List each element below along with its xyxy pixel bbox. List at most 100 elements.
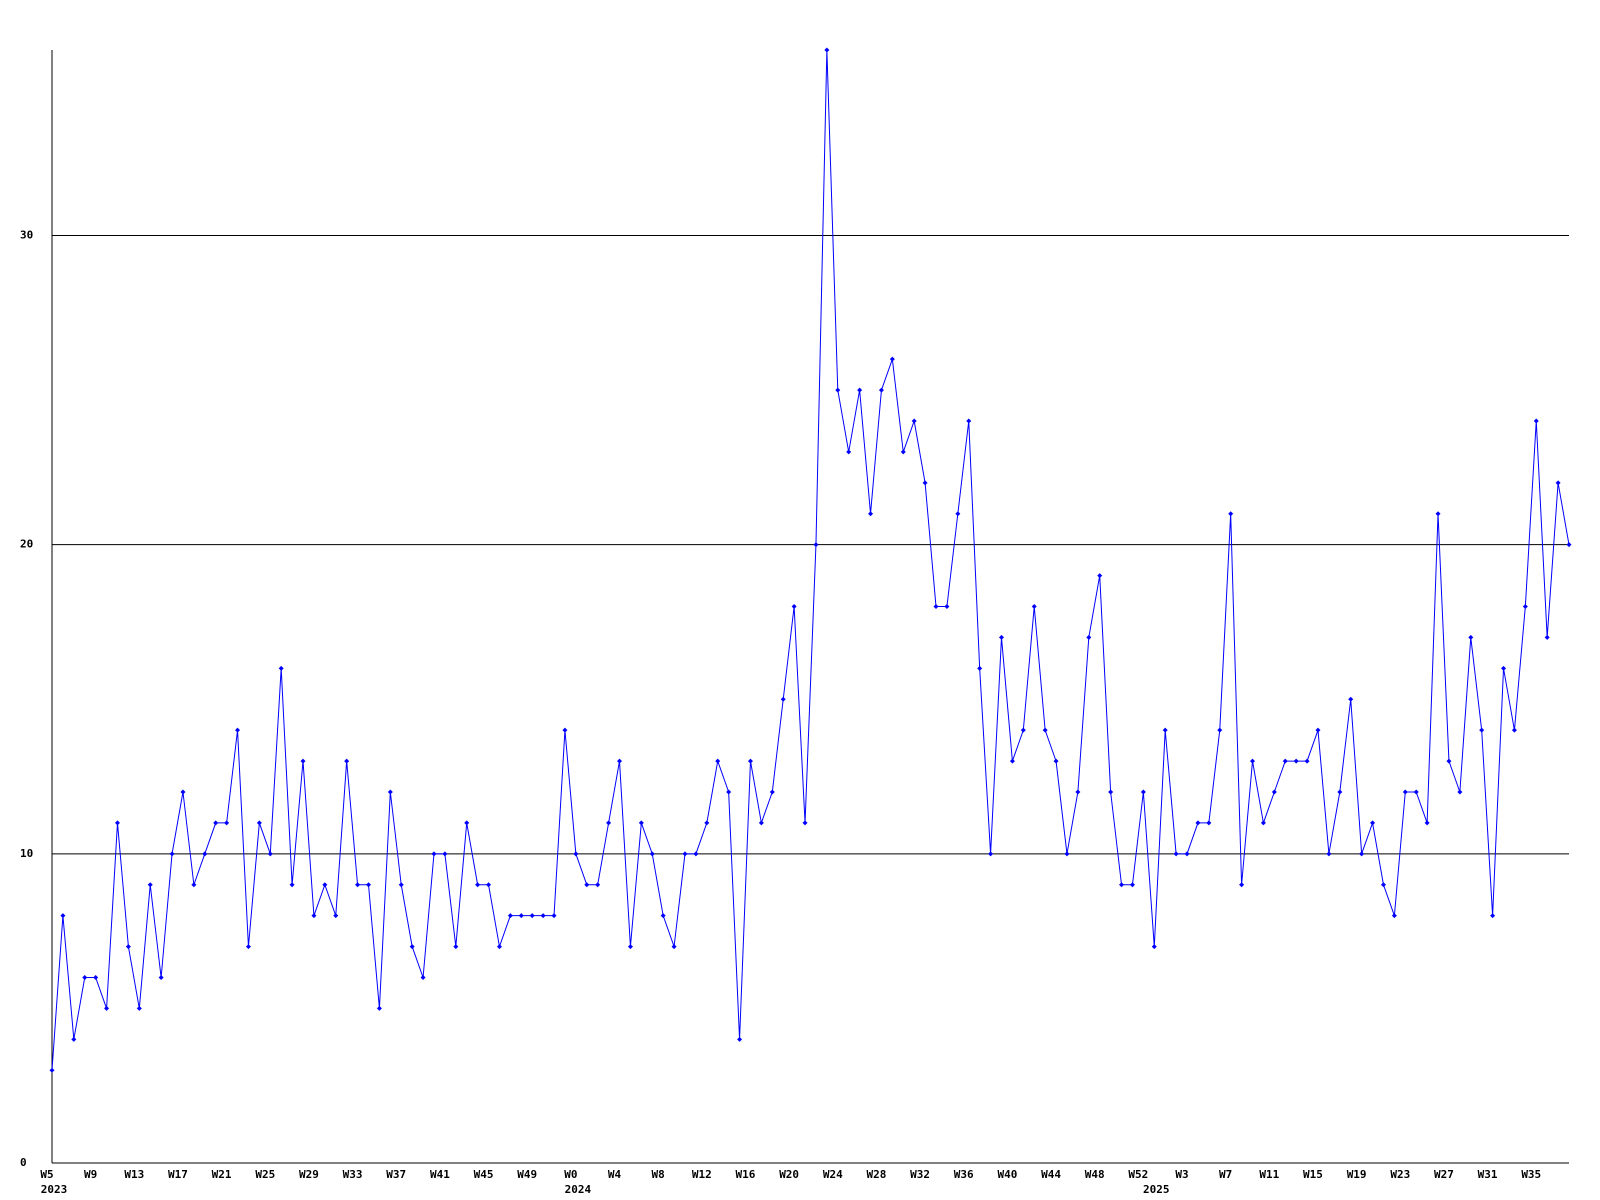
x-tick-label: W35 (1521, 1168, 1541, 1181)
x-tick-label: W19 (1347, 1168, 1367, 1181)
point-marker (125, 944, 131, 950)
point-marker (1391, 913, 1397, 919)
point-marker (365, 882, 371, 888)
x-tick-label: W3 (1175, 1168, 1188, 1181)
point-marker (136, 1005, 142, 1011)
y-tick-label: 20 (20, 538, 33, 551)
point-marker (464, 820, 470, 826)
point-marker (704, 820, 710, 826)
x-tick-label: W8 (652, 1168, 665, 1181)
point-marker (857, 387, 863, 393)
x-tick-label: W25 (255, 1168, 275, 1181)
point-marker (289, 882, 295, 888)
point-marker (1522, 604, 1528, 609)
point-marker (169, 851, 175, 857)
x-tick-label: W24 (823, 1168, 843, 1181)
x-tick-label: W44 (1041, 1168, 1061, 1181)
point-marker (71, 1036, 77, 1042)
point-marker (889, 356, 895, 362)
point-marker (824, 47, 830, 53)
point-marker (900, 449, 906, 455)
x-tick-label: W15 (1303, 1168, 1323, 1181)
point-marker (104, 1005, 110, 1011)
point-marker (1184, 851, 1190, 857)
point-marker (1446, 758, 1452, 764)
x-tick-label: W23 (1390, 1168, 1410, 1181)
point-marker (1293, 758, 1299, 764)
point-marker (1370, 820, 1376, 826)
x-tick-label: W29 (299, 1168, 319, 1181)
point-marker (224, 820, 230, 826)
point-marker (1566, 542, 1572, 548)
point-marker (1031, 604, 1037, 609)
point-marker (1173, 851, 1179, 857)
point-marker (627, 944, 633, 950)
point-marker (1260, 820, 1266, 826)
point-marker (431, 851, 437, 857)
point-marker (1228, 511, 1234, 517)
y-tick-label: 30 (20, 229, 33, 242)
point-marker (846, 449, 852, 455)
year-label: 2025 (1143, 1183, 1170, 1196)
point-marker (1479, 727, 1485, 733)
point-marker (573, 851, 579, 857)
point-marker (1075, 789, 1081, 795)
x-tick-label: W33 (343, 1168, 363, 1181)
point-marker (977, 665, 983, 671)
point-marker (300, 758, 306, 764)
point-marker (398, 882, 404, 888)
point-marker (213, 820, 219, 826)
point-marker (1533, 418, 1539, 424)
point-marker (49, 1067, 55, 1073)
point-marker (496, 944, 502, 950)
point-marker (1435, 511, 1441, 517)
x-tick-label: W16 (736, 1168, 756, 1181)
point-marker (82, 975, 88, 980)
point-marker (638, 820, 644, 826)
point-marker (147, 882, 153, 888)
x-tick-label: W5 (40, 1168, 53, 1181)
x-tick-label: W49 (517, 1168, 537, 1181)
point-marker (1304, 758, 1310, 764)
point-marker (1195, 820, 1201, 826)
point-marker (933, 604, 939, 609)
point-marker (878, 387, 884, 393)
point-marker (998, 634, 1004, 640)
x-tick-label: W17 (168, 1168, 188, 1181)
x-tick-label: W7 (1219, 1168, 1232, 1181)
point-marker (911, 418, 917, 424)
point-marker (737, 1036, 743, 1042)
point-marker (660, 913, 666, 919)
x-tick-label: W40 (997, 1168, 1017, 1181)
point-marker (409, 944, 415, 950)
point-marker (966, 418, 972, 424)
point-marker (988, 851, 994, 857)
point-marker (944, 604, 950, 609)
point-marker (595, 882, 601, 888)
point-marker (245, 944, 251, 950)
point-marker (344, 758, 350, 764)
x-tick-label: W13 (124, 1168, 144, 1181)
x-tick-label: W32 (910, 1168, 930, 1181)
point-marker (649, 851, 655, 857)
point-marker (693, 851, 699, 857)
x-tick-label: W21 (212, 1168, 232, 1181)
y-tick-label: 0 (20, 1156, 27, 1169)
point-marker (475, 882, 481, 888)
point-marker (1326, 851, 1332, 857)
point-marker (518, 913, 524, 919)
point-marker (1359, 851, 1365, 857)
x-tick-label: W12 (692, 1168, 712, 1181)
year-label: 2024 (565, 1183, 592, 1196)
point-marker (529, 913, 535, 919)
point-marker (1348, 696, 1354, 702)
x-tick-label: W52 (1128, 1168, 1148, 1181)
point-marker (868, 511, 874, 517)
y-tick-label: 10 (20, 847, 33, 860)
point-marker (1250, 758, 1256, 764)
point-marker (1271, 789, 1277, 795)
point-marker (1402, 789, 1408, 795)
point-marker (551, 913, 557, 919)
x-tick-label: W11 (1259, 1168, 1279, 1181)
